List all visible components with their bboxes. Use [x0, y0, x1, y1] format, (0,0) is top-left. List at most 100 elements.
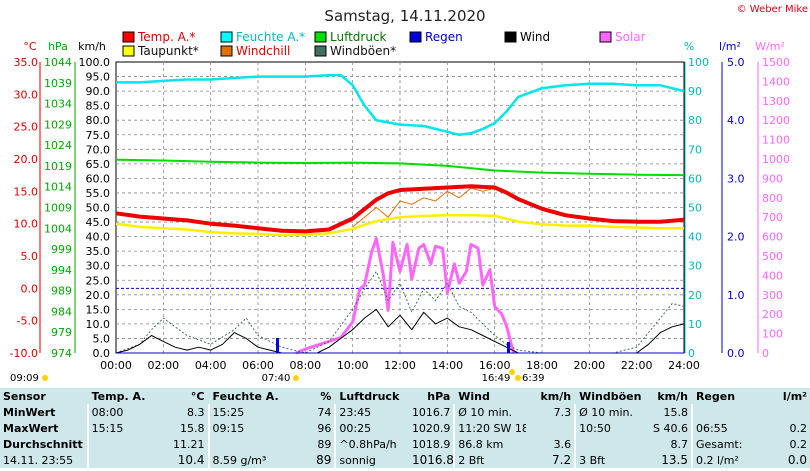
stats-separator: [690, 436, 693, 452]
stats-separator: [334, 452, 337, 468]
stats-cell: 3.6: [525, 436, 575, 452]
moonset-label: 6:39: [522, 373, 544, 384]
x-tick-label: 10:00: [337, 359, 369, 372]
axis-units: °C hPa km/h% l/m² W/m²: [23, 40, 784, 53]
solar-tick-label: 1000: [762, 153, 790, 166]
stats-separator: [86, 436, 89, 452]
temp-tick-label: 15.0: [14, 185, 39, 198]
humidity-tick-label: 10: [688, 318, 702, 331]
wind-tick-label: 35.0: [86, 245, 111, 258]
humidity-tick-label: 60: [688, 172, 702, 185]
stats-cell: 0.2 l/m²: [692, 452, 766, 468]
legend-swatch: [409, 31, 422, 43]
series-line-taupunkt: [115, 214, 684, 237]
stats-cell: %: [280, 388, 335, 404]
legend-swatch: [599, 31, 612, 43]
series-line-temp-a: [115, 184, 685, 234]
stats-cell: Wind: [455, 388, 526, 404]
legend-swatch: [504, 31, 517, 43]
stats-separator: [207, 388, 210, 404]
x-tick-label: 20:00: [573, 359, 605, 372]
stats-cell: km/h: [642, 388, 691, 404]
axis-unit: %: [684, 40, 694, 53]
wind-tick-label: 20.0: [86, 289, 111, 302]
pressure-tick-label: 1044: [44, 56, 72, 69]
stats-cell: l/m²: [765, 388, 810, 404]
temp-tick-label: 10.0: [14, 218, 39, 231]
x-tick-label: 16:00: [479, 359, 511, 372]
rain-tick-label: 1.0: [727, 289, 745, 302]
sunrise-icon: [293, 375, 299, 381]
y-axes: 35.030.025.020.015.010.05.00.0-5.0-10.01…: [10, 56, 790, 360]
wind-tick-label: 5.0: [93, 332, 111, 345]
stats-separator: [453, 404, 456, 420]
humidity-tick-label: 30: [688, 260, 702, 273]
stats-separator: [207, 452, 210, 468]
rain-tick-label: 4.0: [727, 114, 745, 127]
stats-separator: [86, 388, 89, 404]
stats-cell: 15:25: [209, 404, 281, 420]
solar-tick-label: 100: [762, 328, 783, 341]
stats-separator: [574, 436, 577, 452]
stats-cell: 1018.9: [408, 436, 454, 452]
temp-tick-label: -10.0: [10, 347, 38, 360]
pressure-tick-label: 979: [51, 326, 72, 339]
pressure-tick-label: 974: [51, 347, 72, 360]
stats-separator: [334, 436, 337, 452]
wind-tick-label: 50.0: [86, 202, 111, 215]
solar-tick-label: 1400: [762, 75, 790, 88]
temp-tick-label: 25.0: [14, 121, 39, 134]
legend-label: Temp. A.*: [137, 30, 195, 44]
pressure-tick-label: 1029: [44, 118, 72, 131]
stats-cell: 0.2: [765, 436, 810, 452]
stats-separator: [207, 404, 210, 420]
stats-cell: °C: [155, 388, 208, 404]
x-tick-label: 24:00: [668, 359, 700, 372]
night-icon: [42, 375, 48, 381]
x-axis: 00:00 02:00 04:00 06:00 08:00 10:00 12:00 14:00…: [100, 359, 700, 372]
x-tick-label: 00:00: [100, 359, 132, 372]
stats-cell: Ø 10 min.: [576, 404, 643, 420]
legend-label: Taupunkt*: [137, 44, 199, 58]
pressure-tick-label: 999: [51, 243, 72, 256]
stats-cell: 09:15: [209, 420, 281, 436]
stats-cell: 15:15: [88, 420, 156, 436]
stats-separator: [453, 436, 456, 452]
rain-tick-label: 3.0: [727, 172, 745, 185]
stats-cell: 74: [280, 404, 335, 420]
temp-tick-label: 20.0: [14, 153, 39, 166]
humidity-tick-label: 80: [688, 114, 702, 127]
axis-unit: l/m²: [719, 40, 741, 53]
stats-row: 14.11. 23:55 10.4 8.59 g/m³ 89 sonnig 1016.8 2…: [0, 452, 810, 468]
temp-tick-label: 35.0: [14, 56, 39, 69]
solar-tick-label: 900: [762, 172, 783, 185]
stats-cell: Sensor: [0, 388, 87, 404]
stats-separator: [690, 420, 693, 436]
legend-swatch: [122, 45, 135, 57]
stats-cell: Windböen: [576, 388, 643, 404]
stats-cell: [576, 436, 643, 452]
legend-label: Solar: [615, 30, 646, 44]
wind-tick-label: 25.0: [86, 274, 111, 287]
x-tick-label: 04:00: [195, 359, 227, 372]
rain-bar: [276, 338, 279, 353]
stats-cell: 96: [280, 420, 335, 436]
solar-tick-label: 500: [762, 250, 783, 263]
wind-tick-label: 75.0: [86, 129, 111, 142]
wind-tick-label: 10.0: [86, 318, 111, 331]
sunset-icon: [509, 369, 515, 375]
stats-cell: [525, 420, 575, 436]
stats-cell: 08:00: [88, 404, 156, 420]
weather-chart: Samstag, 14.11.2020 © Weber Mike Temp. A…: [10, 4, 808, 384]
wind-tick-label: 60.0: [86, 172, 111, 185]
x-tick-label: 18:00: [526, 359, 558, 372]
series-line-solar: [295, 237, 516, 355]
stats-cell: 89: [280, 436, 335, 452]
axis-unit: °C: [23, 40, 37, 53]
stats-cell: km/h: [525, 388, 575, 404]
humidity-tick-label: 70: [688, 143, 702, 156]
series-line-feuchte-a: [116, 73, 685, 137]
stats-cell: 10.4: [155, 452, 208, 468]
axis-unit: hPa: [48, 40, 68, 53]
